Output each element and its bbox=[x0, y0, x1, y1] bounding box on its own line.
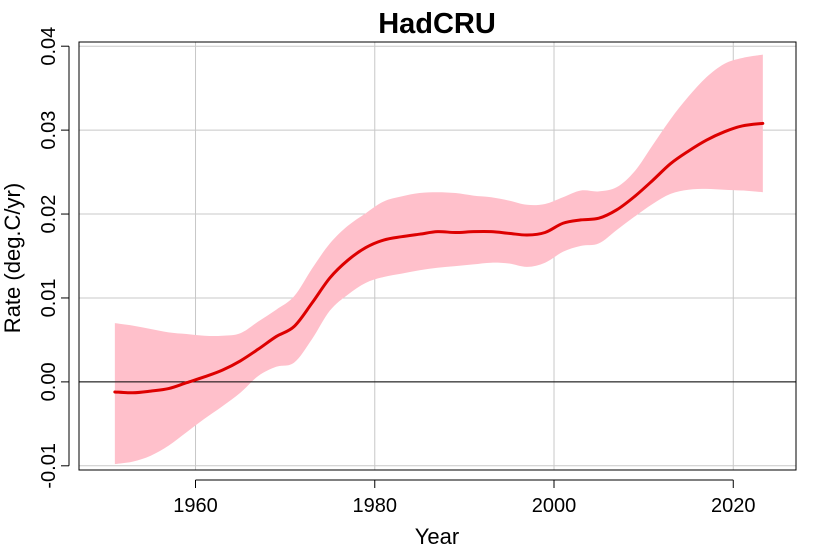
y-axis-label: Rate (deg.C/yr) bbox=[0, 183, 25, 333]
x-axis-label: Year bbox=[415, 524, 459, 549]
plot-frame bbox=[78, 41, 797, 471]
chart-title: HadCRU bbox=[378, 8, 496, 40]
x-axis: 1960 1980 2000 2020 bbox=[173, 479, 756, 517]
y-tick-label-5: 0.04 bbox=[38, 27, 60, 66]
y-tick-label-1: 0.00 bbox=[38, 362, 60, 401]
y-axis: -0.01 0.00 0.01 0.02 0.03 0.04 bbox=[38, 27, 70, 489]
y-tick-label-0: -0.01 bbox=[38, 443, 60, 489]
x-tick-label-1: 1980 bbox=[353, 495, 398, 517]
y-tick-label-2: 0.01 bbox=[38, 278, 60, 317]
rate-line bbox=[113, 121, 765, 395]
confidence-band-layer bbox=[114, 54, 763, 465]
rate-line-layer bbox=[113, 121, 765, 395]
y-tick-label-4: 0.03 bbox=[38, 111, 60, 150]
x-tick-label-2: 2000 bbox=[532, 495, 577, 517]
confidence-band bbox=[114, 54, 763, 465]
x-tick-label-3: 2020 bbox=[711, 495, 756, 517]
y-tick-label-3: 0.02 bbox=[38, 195, 60, 234]
x-tick-label-0: 1960 bbox=[173, 495, 218, 517]
